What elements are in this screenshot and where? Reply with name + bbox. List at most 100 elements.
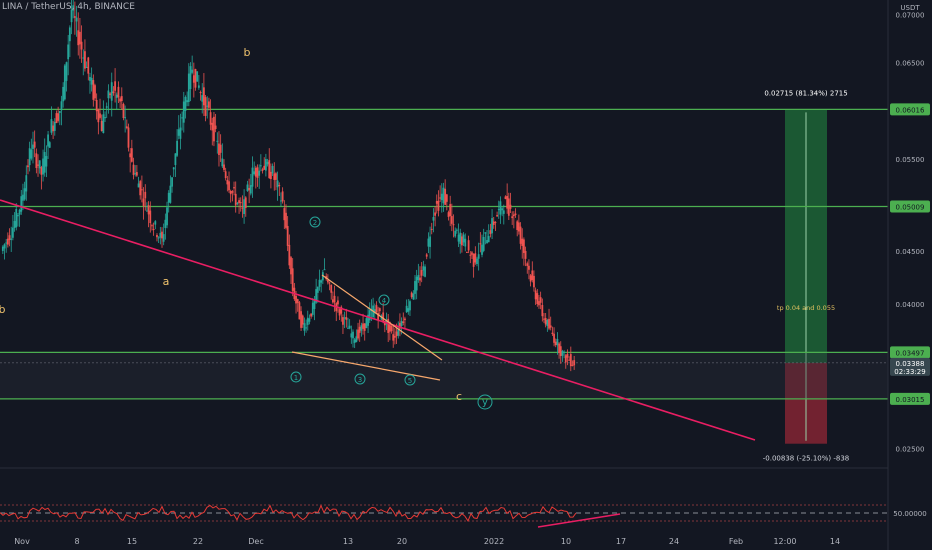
candle-body xyxy=(115,94,118,98)
candle-body xyxy=(331,299,334,303)
candle-body xyxy=(197,85,200,88)
candle-body xyxy=(226,179,229,185)
last-price-countdown: 02:33:29 xyxy=(894,368,925,376)
candle-body xyxy=(187,73,190,103)
price-tick-label: 0.06016 xyxy=(896,106,925,114)
candle-body xyxy=(285,212,287,228)
price-label-badge xyxy=(890,346,930,359)
candle-body xyxy=(350,333,353,338)
wave-circle xyxy=(290,371,302,383)
candle-body xyxy=(337,300,339,305)
candle-body xyxy=(440,193,443,201)
candle-body xyxy=(511,216,514,219)
candle-body xyxy=(239,202,242,204)
candle-body xyxy=(320,280,323,283)
candle-body xyxy=(154,221,157,225)
candle-body xyxy=(499,201,502,215)
time-tick-label: 10 xyxy=(561,537,571,546)
candle-body xyxy=(471,252,473,255)
candle-body xyxy=(353,339,356,343)
candle-body xyxy=(161,231,163,239)
candle-body xyxy=(551,332,554,335)
time-tick-label: Nov xyxy=(14,537,30,546)
candle-body xyxy=(494,222,497,224)
candle-body xyxy=(507,198,510,216)
wave-circle xyxy=(404,374,416,386)
candle-body xyxy=(20,196,23,212)
candle-body xyxy=(519,226,522,244)
candle-body xyxy=(258,170,261,176)
candle-body xyxy=(87,57,90,74)
candle-body xyxy=(100,120,103,132)
candle-body xyxy=(5,242,8,244)
candle-body xyxy=(486,239,488,244)
candle-body xyxy=(204,97,207,116)
candle-body xyxy=(218,143,220,156)
candle-body xyxy=(476,258,478,265)
candle-body xyxy=(15,208,18,228)
candle-body xyxy=(509,204,512,209)
candle-body xyxy=(543,318,545,320)
candle-body xyxy=(298,302,301,320)
candle-body xyxy=(135,172,138,176)
candle-body xyxy=(425,254,428,257)
candle-body xyxy=(315,289,318,303)
candle-body xyxy=(333,295,336,303)
candle-body xyxy=(234,193,237,206)
candle-body xyxy=(300,311,302,328)
candle-body xyxy=(144,191,147,199)
candle-body xyxy=(504,196,507,199)
candle-body xyxy=(33,141,36,148)
candle-body xyxy=(482,237,485,251)
candle-body xyxy=(305,327,307,329)
candle-body xyxy=(70,9,73,23)
candle-body xyxy=(492,221,495,225)
candle-body xyxy=(330,284,333,293)
position-target-label: 0.02715 (81.34%) 2715 xyxy=(764,89,847,97)
candle-body xyxy=(496,215,498,217)
candle-body xyxy=(65,62,68,81)
candle-body xyxy=(363,323,366,331)
time-tick-label: 22 xyxy=(193,537,203,546)
candle-body xyxy=(355,336,358,343)
wave-label: c xyxy=(456,390,462,403)
candle-body xyxy=(117,86,120,98)
candle-body xyxy=(556,338,559,346)
candle-body xyxy=(455,229,458,231)
candle-body xyxy=(328,282,331,284)
candle-body xyxy=(179,127,182,139)
candle-body xyxy=(316,286,319,293)
candle-body xyxy=(181,117,184,119)
candle-body xyxy=(52,125,55,132)
candle-body xyxy=(169,185,172,203)
wedge-lower-line xyxy=(291,351,441,381)
candle-body xyxy=(459,232,462,244)
pair-title: LINA / TetherUS, 4h, BINANCE xyxy=(2,2,135,12)
candle-body xyxy=(529,275,532,282)
candle-body xyxy=(538,301,540,306)
candle-body xyxy=(120,96,123,102)
time-tick-label: Dec xyxy=(248,537,263,546)
candle-body xyxy=(18,209,21,215)
candle-body xyxy=(528,265,530,270)
price-tick-label: 0.03015 xyxy=(896,396,925,404)
candle-body xyxy=(514,213,517,215)
currency-label: USDT xyxy=(900,4,920,12)
candle-body xyxy=(554,341,557,346)
candle-body xyxy=(326,280,329,283)
candle-body xyxy=(268,160,271,179)
candle-body xyxy=(400,321,403,326)
candle-body xyxy=(536,293,539,305)
candle-body xyxy=(58,111,61,113)
candle-body xyxy=(360,325,363,331)
candle-body xyxy=(368,310,371,321)
candle-body xyxy=(238,200,240,204)
candle-body xyxy=(125,126,128,128)
candle-body xyxy=(17,215,19,217)
candle-body xyxy=(23,188,26,200)
candle-body xyxy=(244,197,247,208)
candle-body xyxy=(209,112,212,125)
candle-body xyxy=(122,103,125,118)
candle-body xyxy=(462,234,465,243)
